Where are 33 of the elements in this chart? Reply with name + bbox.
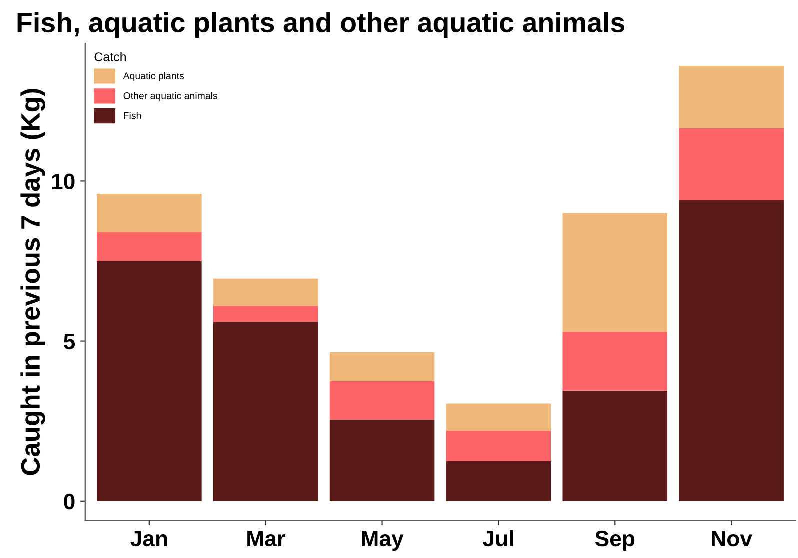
y-axis-title: Caught in previous 7 days (Kg) (20, 89, 46, 476)
bar (213, 322, 318, 502)
legend-label: Other aquatic animals (124, 92, 218, 102)
legend-label: Aquatic plants (123, 72, 184, 82)
x-tick-label: Jan (130, 531, 168, 547)
chart-title: Fish, aquatic plants and other aquatic animals (18, 12, 625, 38)
bar (330, 420, 435, 502)
x-tick-label: Jul (482, 530, 514, 547)
bar (562, 332, 668, 391)
y-tick-label: 5 (64, 334, 76, 350)
legend-label: Fish (124, 112, 142, 120)
bar (562, 390, 668, 502)
x-tick-label: May (362, 531, 404, 552)
bar (446, 404, 552, 431)
x-tick-label: Mar (248, 531, 286, 547)
x-tick-label: Nov (712, 531, 752, 547)
bar (330, 352, 435, 382)
bar (679, 128, 784, 200)
bar (679, 66, 784, 128)
bar (562, 213, 668, 332)
legend-title: Catch (94, 52, 126, 62)
bar (446, 461, 552, 502)
x-tick-label: Sep (595, 530, 635, 552)
bar (97, 232, 202, 262)
y-tick-label: 10 (52, 174, 75, 190)
bar (97, 194, 202, 232)
bar (213, 306, 318, 322)
bar (213, 278, 318, 306)
bar (679, 200, 784, 502)
bar (97, 261, 202, 502)
bar (330, 381, 435, 420)
bar (446, 430, 552, 462)
y-tick-label: 0 (64, 494, 75, 510)
